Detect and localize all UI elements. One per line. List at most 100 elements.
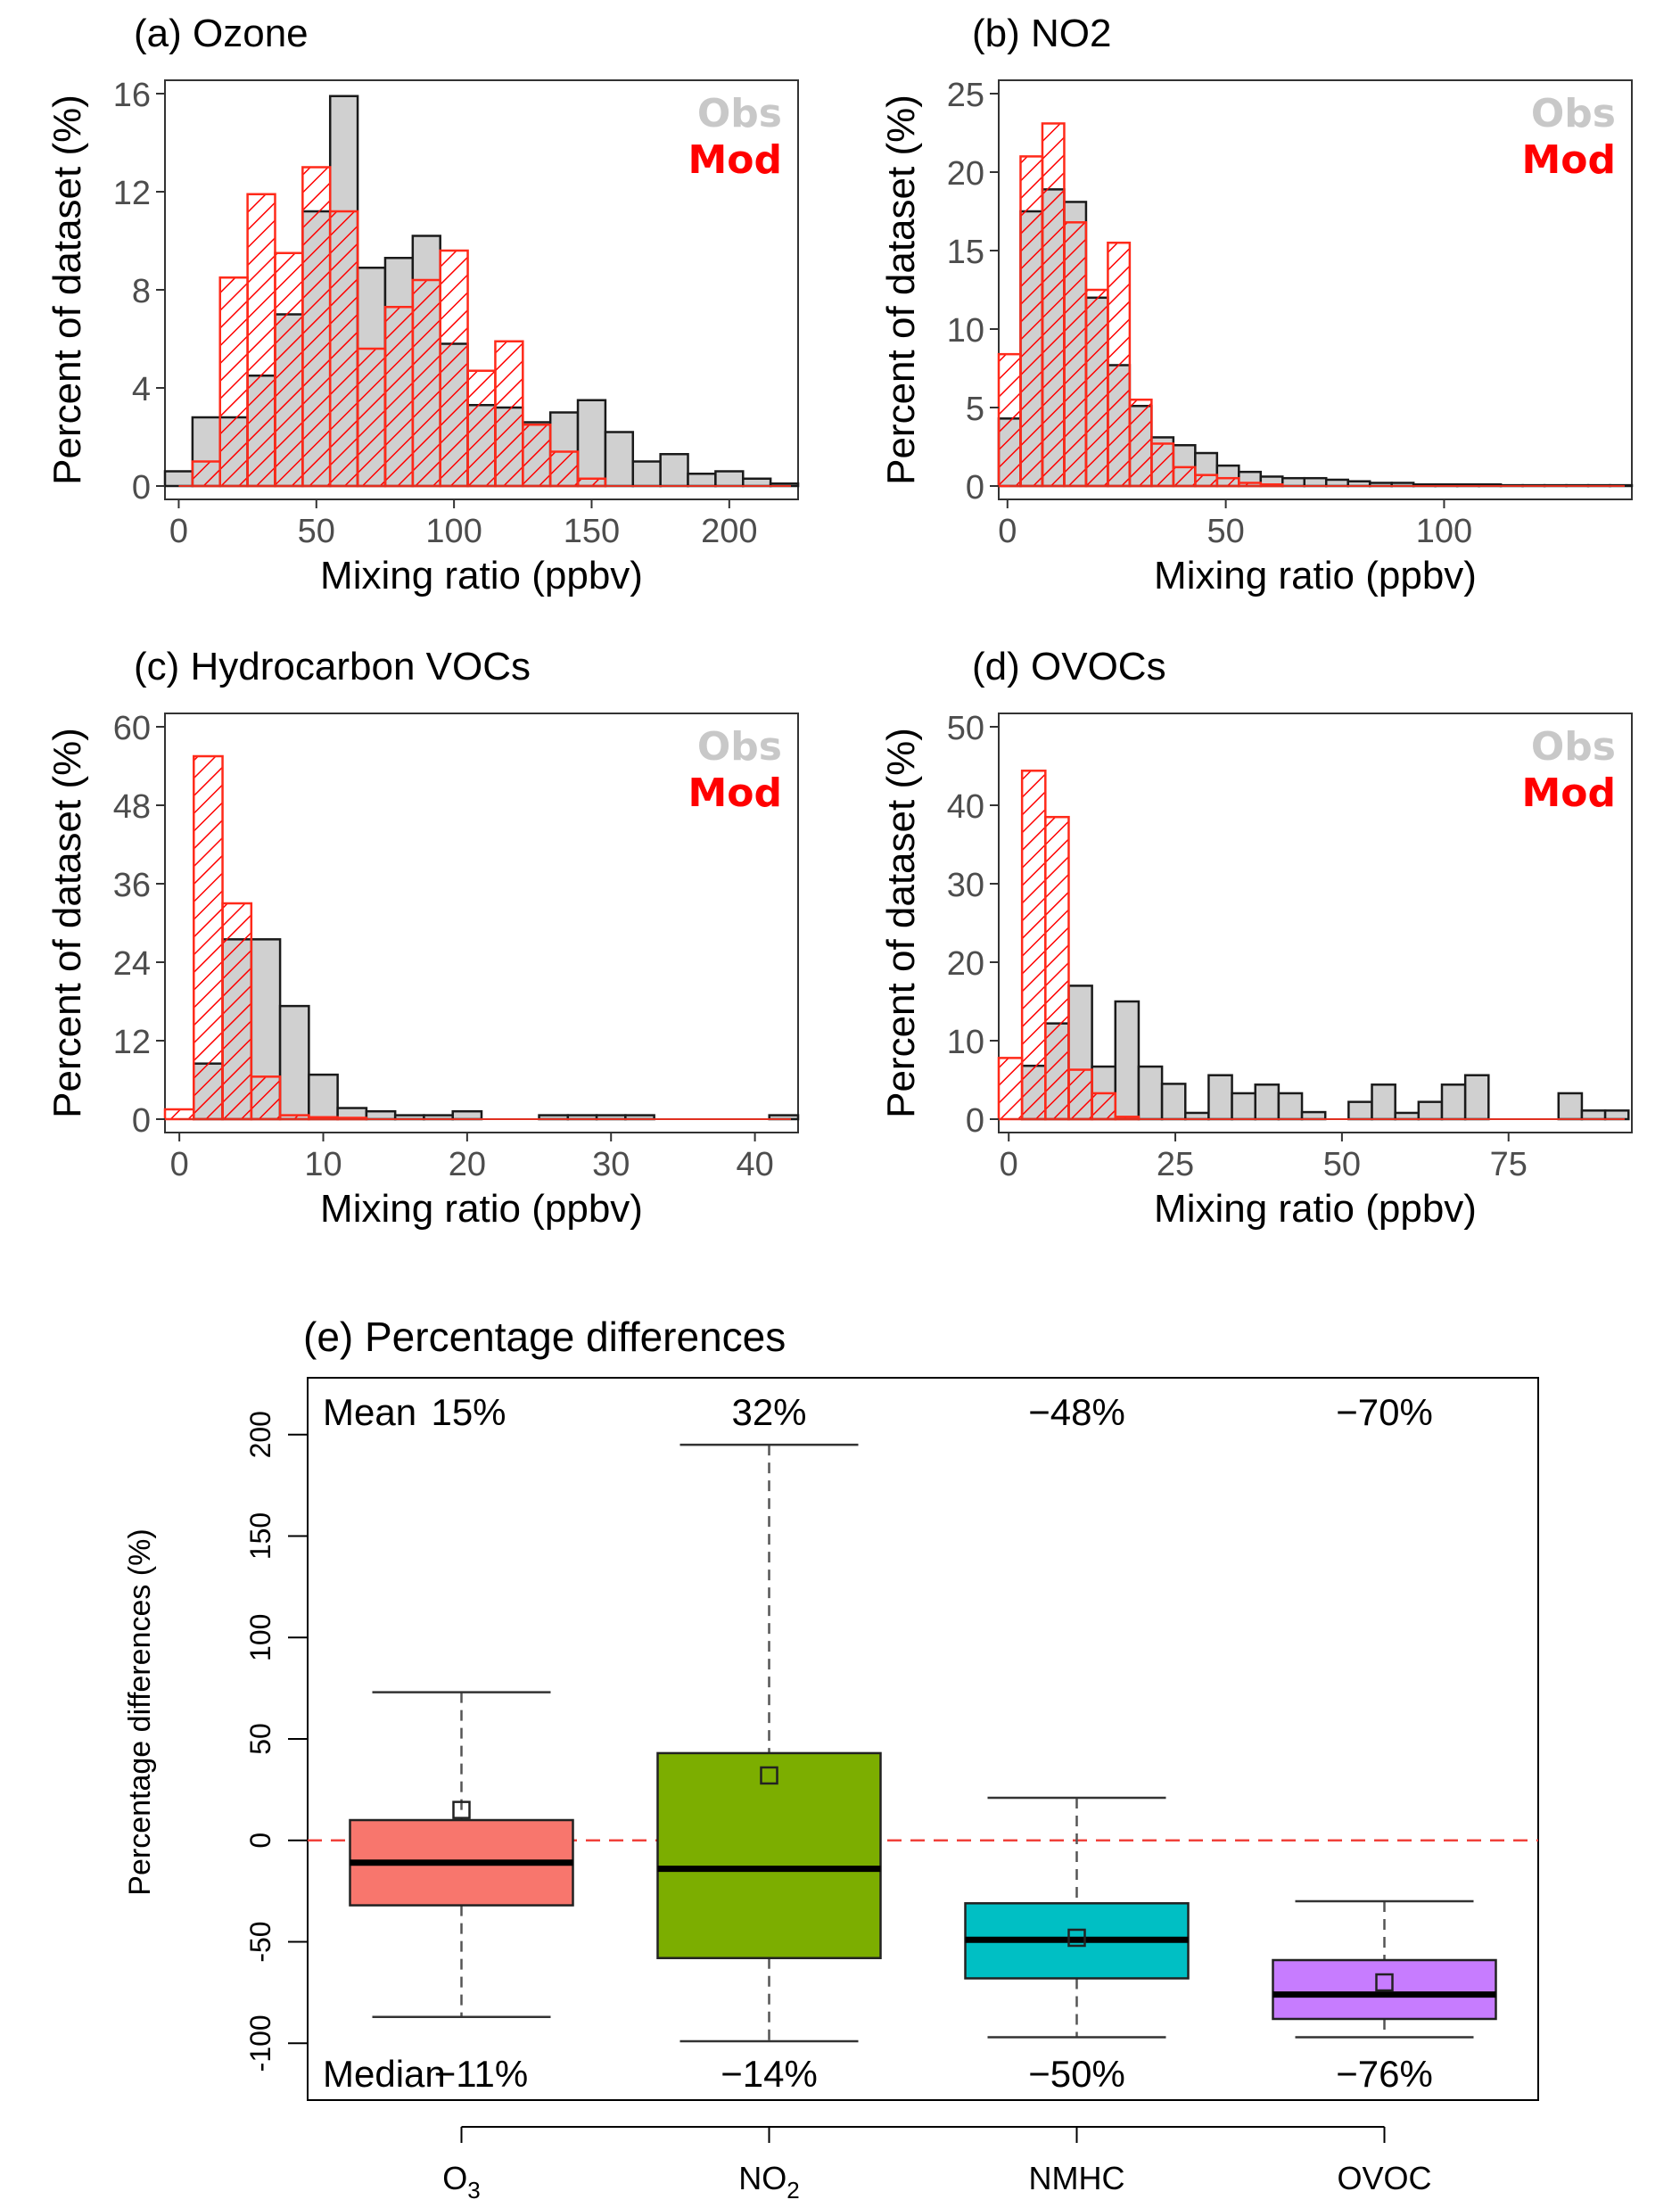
percentage-differences-boxplot-panel: (e) Percentage differences -100 -50 0 50 100 1… [123, 1314, 1539, 2204]
no2-mod-bar [1019, 155, 1044, 488]
ozone-x-tick-label: 100 [425, 513, 482, 550]
ozone-mod-bar [466, 369, 497, 488]
ovoc-x-tick-label: 0 [1000, 1146, 1018, 1183]
no2-x-axis-label: Mixing ratio (ppbv) [1154, 554, 1477, 597]
hcvoc-obs-bar [365, 1109, 397, 1121]
ozone-mod-bar [328, 210, 359, 488]
ovoc-legend-mod: Mod [1521, 770, 1616, 816]
ozone-mod-bar [301, 166, 332, 488]
ovoc-mod-bar [1091, 1092, 1117, 1121]
ozone-mod-bar [411, 278, 441, 488]
ovoc-y-tick-label: 10 [947, 1024, 984, 1061]
no2-mod-bar [997, 352, 1022, 488]
nmhc-category-text: NMHC [1029, 2160, 1125, 2196]
ovoc-obs-bar [1347, 1100, 1373, 1121]
boxplot-y-tick-label: 50 [244, 1723, 276, 1755]
ovoc-y-tick-label: 40 [947, 788, 984, 826]
ozone-mod-bar [218, 276, 249, 488]
no2-mod-bar [1107, 241, 1132, 488]
ozone-y-tick-label: 8 [132, 273, 151, 310]
hcvoc-x-axis-label: Mixing ratio (ppbv) [320, 1187, 643, 1231]
ovoc-obs-bar [1300, 1110, 1327, 1121]
no2-obs-bar [1324, 478, 1349, 488]
no-box [656, 1751, 882, 1959]
no2-legend-obs: Obs [1531, 91, 1616, 136]
ovoc-y-tick-label: 0 [966, 1102, 984, 1140]
ovoc-obs-bar [1417, 1100, 1444, 1121]
ovoc-obs-bar [1371, 1083, 1396, 1121]
no2-y-tick-label: 20 [947, 155, 984, 193]
o-category-label: O3 [442, 2160, 480, 2204]
ozone-x-axis-label: Mixing ratio (ppbv) [320, 554, 643, 597]
ozone-y-tick-label: 0 [132, 469, 151, 507]
ovoc-obs-bar [1557, 1092, 1584, 1121]
no2-y-tick-label: 25 [947, 77, 984, 114]
ozone-panel-title: (a) Ozone [134, 12, 309, 55]
o-mean-marker [452, 1800, 471, 1819]
median-row-label: Median [323, 2053, 446, 2095]
ozone-y-tick-label: 16 [113, 77, 151, 114]
no2-y-tick-label: 0 [966, 469, 984, 507]
no2-x-tick-label: 100 [1416, 513, 1472, 550]
nmhc-category-label: NMHC [1029, 2160, 1125, 2196]
ovoc-y-tick-label: 20 [947, 945, 984, 983]
ovoc-panel-title: (d) OVOCs [972, 645, 1166, 688]
ovoc-obs-bar [1207, 1074, 1233, 1121]
no2-x-tick-label: 50 [1206, 513, 1244, 550]
ozone-y-tick-label: 12 [113, 175, 151, 212]
no2-y-axis-label: Percent of dataset (%) [879, 95, 923, 485]
ovoc-obs-bar [1580, 1109, 1607, 1121]
hcvoc-y-tick-label: 0 [132, 1102, 151, 1140]
ovoc-obs-bar [1114, 1000, 1141, 1121]
hcvoc-plot-frame [164, 713, 799, 1133]
no2-y-tick-label: 15 [947, 234, 984, 271]
hcvoc-x-tick-label: 20 [449, 1146, 486, 1183]
hcvoc-y-tick-label: 36 [113, 867, 151, 904]
ovoc-obs-bar [1231, 1092, 1256, 1121]
ozone-mod-bar [439, 249, 469, 488]
hcvoc-mod-bar [250, 1075, 282, 1121]
ozone-y-tick-label: 4 [132, 371, 151, 408]
ozone-histogram-panel: (a) Ozone 0 4 8 12 16 0 50 100 150 200 Mixing ratio… [45, 12, 800, 597]
ozone-mod-bar [356, 347, 387, 488]
ozone-x-tick-label: 150 [564, 513, 620, 550]
ovoc-histogram-panel: (d) OVOCs 0 10 20 30 40 50 0 25 50 75 Mixing ratio … [879, 645, 1633, 1231]
ovoc-obs-bar [1160, 1083, 1187, 1121]
ozone-obs-bar [659, 453, 689, 488]
boxplot-y-tick-label: -100 [244, 2014, 276, 2072]
hcvoc-mod-bar [163, 1108, 195, 1121]
ovoc-obs-bar [1463, 1074, 1490, 1121]
ozone-obs-bar [576, 399, 607, 488]
no2-y-tick-label: 10 [947, 312, 984, 350]
ozone-x-tick-label: 200 [701, 513, 757, 550]
ozone-obs-bar [604, 431, 635, 488]
no2-x-tick-label: 0 [998, 513, 1017, 550]
ozone-obs-bar [163, 470, 194, 488]
hcvoc-x-tick-label: 10 [304, 1146, 342, 1183]
ovoc-category-label: OVOC [1337, 2160, 1431, 2196]
ovoc-legend-obs: Obs [1531, 724, 1616, 770]
no-mean-marker [760, 1766, 778, 1785]
o-category-text: O [442, 2160, 467, 2196]
hcvoc-panel-title: (c) Hydrocarbon VOCs [134, 645, 531, 688]
ovoc-mod-bar [1044, 815, 1070, 1121]
o-mean-value: 15% [431, 1391, 506, 1433]
no2-mod-bar [1041, 122, 1066, 488]
ovoc-y-tick-label: 50 [947, 710, 984, 747]
no2-mod-bar [1215, 476, 1240, 488]
ozone-obs-bar [687, 473, 717, 488]
no-category-label: NO2 [738, 2160, 799, 2204]
ozone-legend-obs: Obs [697, 91, 782, 136]
ovoc-obs-bar [1603, 1109, 1630, 1121]
ovoc-mean-value: −70% [1336, 1391, 1433, 1433]
ozone-mod-bar [191, 460, 221, 488]
no2-panel-title: (b) NO2 [972, 12, 1111, 55]
no2-mod-bar [1063, 221, 1088, 488]
no2-obs-bar [1303, 476, 1328, 488]
no2-legend-mod: Mod [1521, 137, 1616, 183]
nmhc-median-value: −50% [1028, 2053, 1125, 2095]
hcvoc-x-tick-label: 40 [736, 1146, 773, 1183]
ozone-legend-mod: Mod [688, 137, 782, 183]
ovoc-mod-bar [997, 1057, 1024, 1121]
